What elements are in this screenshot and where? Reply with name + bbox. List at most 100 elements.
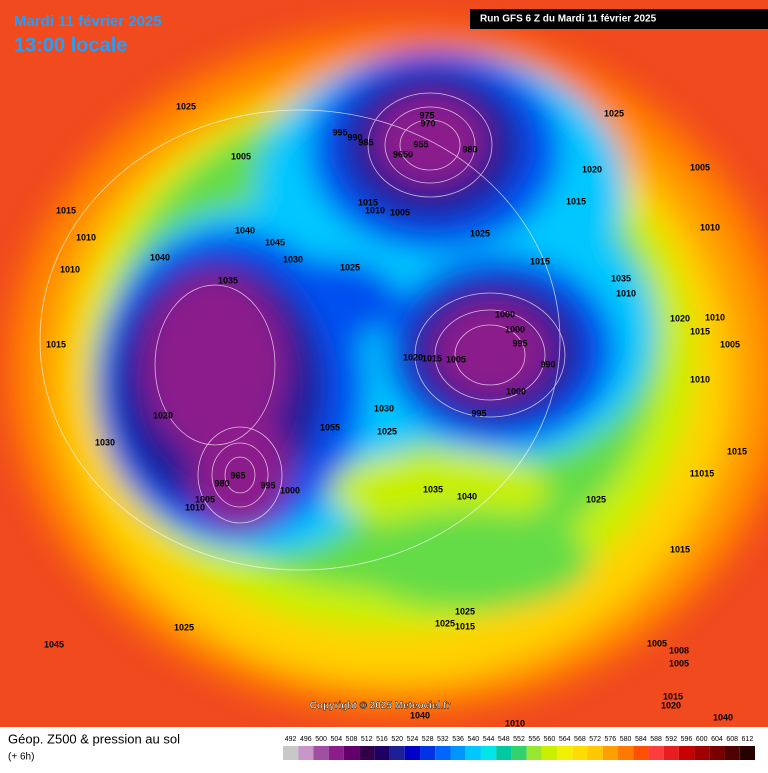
pressure-label: 1010 (690, 374, 710, 384)
pressure-label: 1005 (647, 638, 667, 648)
pressure-label: 1025 (377, 426, 397, 436)
pressure-label: 985 (358, 137, 373, 147)
colorbar-swatch (435, 746, 451, 760)
pressure-label: 1055 (320, 422, 340, 432)
colorbar-label: 496 (300, 736, 312, 743)
pressure-label: 1020 (670, 313, 690, 323)
pressure-label: 1025 (455, 606, 475, 616)
pressure-label: 1020 (582, 164, 602, 174)
pressure-label: 1015 (663, 691, 683, 701)
pressure-label: 1005 (669, 658, 689, 668)
colorbar-swatch (420, 746, 436, 760)
colorbar-swatch (694, 746, 710, 760)
colorbar-label: 500 (315, 736, 327, 743)
colorbar-swatch (496, 746, 512, 760)
colorbar-label: 608 (726, 736, 738, 743)
pressure-labels: 1025 1005 1015 1010 1010 1040 1045 1030 1040 1035… (44, 101, 747, 728)
pressure-label: 955 (413, 139, 428, 149)
pressure-label: 995 (512, 338, 527, 348)
colorbar-label: 592 (665, 736, 677, 743)
pressure-label: 995 (332, 127, 347, 137)
pressure-label: 1025 (604, 108, 624, 118)
colorbar-swatch (450, 746, 466, 760)
pressure-label: 980 (214, 478, 229, 488)
pressure-label: 1030 (283, 254, 303, 264)
copyright: Copyright © 2025 Meteociel.fr (310, 701, 451, 712)
pressure-label: 990 (347, 132, 362, 142)
pressure-label: 970 (420, 118, 435, 128)
pressure-label: 1040 (410, 710, 430, 720)
pressure-label: 975 (419, 110, 434, 120)
colorbar-label: 512 (361, 736, 373, 743)
colorbar-label: 540 (467, 736, 479, 743)
pressure-label: 11015 (690, 468, 715, 478)
colorbar-label: 520 (391, 736, 403, 743)
colorbar-label: 568 (574, 736, 586, 743)
pressure-label: 1015 (530, 256, 550, 266)
colorbar-label: 544 (483, 736, 495, 743)
pressure-label: 1005 (690, 162, 710, 172)
pressure-label: 1015 (422, 353, 442, 363)
colorbar-swatch (663, 746, 679, 760)
colorbar-label: 576 (605, 736, 617, 743)
colorbar: 492 496 500 504 508 512 516 520 524 528 532 536 540 5… (283, 736, 755, 760)
pressure-label: 1040 (713, 712, 733, 722)
colorbar-label: 492 (285, 736, 297, 743)
pressure-label: 1010 (76, 232, 96, 242)
pressure-label: 1025 (586, 494, 606, 504)
time-title: 13:00 locale (14, 34, 127, 56)
pressure-label: 1005 (195, 494, 215, 504)
pressure-label: 1010 (616, 288, 636, 298)
colorbar-label: 552 (513, 736, 525, 743)
pressure-label: 995 (260, 480, 275, 490)
pressure-label: 1030 (95, 437, 115, 447)
colorbar-swatch (633, 746, 649, 760)
pressure-label: 1030 (374, 403, 394, 413)
pressure-label: 1015 (670, 544, 690, 554)
colorbar-swatch (678, 746, 695, 760)
colorbar-label: 604 (711, 736, 723, 743)
pressure-label: 1035 (611, 273, 631, 283)
colorbar-swatch (541, 746, 558, 760)
colorbar-swatch (283, 746, 299, 760)
pressure-label: 1008 (669, 645, 689, 655)
colorbar-label: 556 (528, 736, 540, 743)
pressure-label: 1025 (435, 618, 455, 628)
pressure-label: 1005 (720, 339, 740, 349)
legend-subtitle: (+ 6h) (8, 752, 34, 763)
colorbar-swatch (298, 746, 314, 760)
colorbar-swatch (389, 746, 405, 760)
colorbar-label: 508 (346, 736, 358, 743)
colorbar-label: 572 (589, 736, 601, 743)
legend-title: Géop. Z500 & pression au sol (8, 731, 180, 746)
colorbar-label: 612 (742, 736, 754, 743)
colorbar-swatch (480, 746, 497, 760)
pressure-label: 1040 (457, 491, 477, 501)
pressure-label: 1010 (705, 312, 725, 322)
colorbar-swatch (374, 746, 390, 760)
colorbar-swatch (511, 746, 527, 760)
pressure-label: 1010 (60, 264, 80, 274)
pressure-label: 1035 (423, 484, 443, 494)
pressure-label: 1010 (505, 718, 525, 728)
colorbar-swatch (602, 746, 618, 760)
pressure-label: 1045 (265, 237, 285, 247)
geopotential-field (0, 0, 768, 727)
colorbar-label: 588 (650, 736, 662, 743)
pressure-label: 9650 (393, 149, 413, 159)
pressure-label: 1025 (176, 101, 196, 111)
pressure-label: 1000 (506, 386, 526, 396)
colorbar-swatch (328, 746, 344, 760)
colorbar-swatch (359, 746, 375, 760)
pressure-label: 1040 (235, 225, 255, 235)
colorbar-label: 564 (559, 736, 571, 743)
run-box (470, 9, 768, 29)
colorbar-swatch (572, 746, 588, 760)
colorbar-label: 600 (696, 736, 708, 743)
colorbar-label: 584 (635, 736, 647, 743)
pressure-label: 1010 (700, 222, 720, 232)
colorbar-swatch (465, 746, 481, 760)
pressure-label: 1040 (150, 252, 170, 262)
pressure-label: 980 (462, 144, 477, 154)
pressure-label: 1020 (403, 352, 423, 362)
